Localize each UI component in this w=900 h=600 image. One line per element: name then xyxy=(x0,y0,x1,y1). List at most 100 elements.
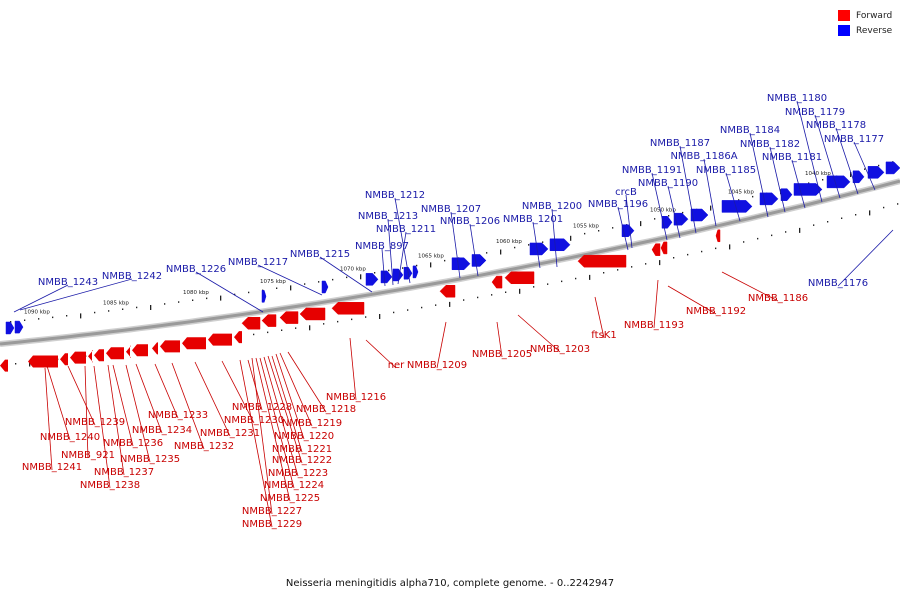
scale-tick-bottom xyxy=(841,217,843,219)
forward-gene xyxy=(439,284,456,298)
scale-tick-top xyxy=(444,259,446,262)
scale-tick-bottom xyxy=(827,221,829,223)
legend-reverse-swatch xyxy=(838,25,850,36)
forward-gene-label-leader xyxy=(239,359,273,528)
scale-tick-bottom xyxy=(771,234,773,237)
scale-tick-bottom xyxy=(351,318,353,321)
forward-gene-label: NMBB_1216 xyxy=(326,392,386,403)
forward-gene-label: NMBB_1231 xyxy=(200,428,260,439)
reverse-gene-label-leader xyxy=(679,145,697,234)
reverse-gene-label-leader xyxy=(835,127,859,195)
legend-forward: Forward xyxy=(838,8,892,23)
forward-gene xyxy=(0,359,8,372)
scale-tick-bottom xyxy=(547,283,549,285)
reverse-gene xyxy=(759,192,779,206)
scale-tick-bottom xyxy=(603,272,605,274)
scale-tick-bottom xyxy=(491,294,493,296)
reverse-gene-label-leader xyxy=(13,284,69,313)
scale-tick-top xyxy=(220,295,222,301)
forward-gene xyxy=(299,307,326,321)
scale-tick-top xyxy=(24,319,26,321)
scale-label: 1040 kbp xyxy=(805,171,831,177)
forward-gene-label: NMBB_1225 xyxy=(260,493,320,504)
scale-tick-top xyxy=(668,215,670,217)
forward-gene-label-leader xyxy=(496,321,503,358)
forward-gene-label: NMBB_1237 xyxy=(94,467,154,478)
scale-label: 1050 kbp xyxy=(650,207,676,213)
reverse-gene-label: NMBB_1200 xyxy=(522,201,582,212)
scale-tick-top xyxy=(598,230,600,232)
scale-tick-bottom xyxy=(309,325,311,331)
forward-gene-label-leader xyxy=(44,367,53,471)
scale-tick-bottom xyxy=(813,224,815,226)
reverse-gene-label-leader xyxy=(394,197,411,284)
reverse-gene-label-leader xyxy=(769,146,786,213)
scale-tick-bottom xyxy=(449,301,451,307)
scale-tick-top xyxy=(332,278,334,281)
reverse-gene-label-leader xyxy=(667,185,681,239)
reverse-gene-label-leader xyxy=(837,229,894,287)
scale-tick-top xyxy=(164,303,166,305)
scale-tick-top xyxy=(808,182,810,184)
forward-gene-label-leader xyxy=(84,365,89,459)
scale-tick-top xyxy=(416,264,418,267)
scale-tick-top xyxy=(374,272,376,274)
scale-tick-top xyxy=(318,281,320,283)
forward-gene-label-leader xyxy=(271,355,303,453)
scale-tick-bottom xyxy=(799,227,801,233)
forward-gene-label: NMBB_1236 xyxy=(103,438,163,449)
reverse-gene xyxy=(321,280,329,294)
forward-gene-label-leader xyxy=(46,365,71,441)
scale-tick-bottom xyxy=(869,210,871,216)
reverse-gene xyxy=(867,166,885,179)
forward-gene xyxy=(208,333,232,346)
scale-tick-bottom xyxy=(561,280,563,283)
scale-tick-top xyxy=(150,305,152,310)
forward-gene xyxy=(577,254,627,268)
reverse-gene-label: NMBB_1184 xyxy=(720,125,780,136)
scale-tick-bottom xyxy=(701,250,703,253)
reverse-gene-label-leader xyxy=(814,114,841,199)
forward-gene-label: NMBB_1192 xyxy=(686,306,746,317)
forward-gene-label: ftsK1 xyxy=(591,330,616,341)
scale-tick-bottom xyxy=(631,266,633,268)
reverse-gene-label: NMBB_1187 xyxy=(650,138,710,149)
forward-gene-label-leader xyxy=(259,357,295,489)
reverse-gene-label: crcB xyxy=(615,187,637,198)
reverse-gene xyxy=(451,257,471,271)
scale-tick-bottom xyxy=(505,291,507,293)
legend-forward-label: Forward xyxy=(856,10,893,21)
scale-tick-bottom xyxy=(589,274,591,280)
forward-gene-label-leader xyxy=(653,279,659,329)
scale-label: 1075 kbp xyxy=(260,279,286,285)
forward-gene-label: NMBB_1239 xyxy=(65,417,125,428)
scale-tick-top xyxy=(402,267,404,269)
forward-gene xyxy=(504,271,535,285)
forward-gene xyxy=(160,340,180,353)
reverse-gene xyxy=(621,224,635,237)
scale-tick-top xyxy=(304,283,306,285)
scale-tick-bottom xyxy=(645,263,647,265)
scale-tick-top xyxy=(500,249,502,255)
scale-tick-top xyxy=(248,291,250,294)
reverse-gene xyxy=(471,254,487,267)
scale-tick-top xyxy=(640,221,642,227)
forward-gene-label: NMBB_1221 xyxy=(272,444,332,455)
reverse-gene-label-leader xyxy=(796,100,823,203)
reverse-gene xyxy=(392,268,404,282)
forward-gene xyxy=(331,302,365,315)
scale-tick-top xyxy=(864,168,866,170)
reverse-gene-label-leader xyxy=(195,271,264,313)
scale-tick-bottom xyxy=(533,286,535,288)
reverse-gene-label: NMBB_1217 xyxy=(228,257,288,268)
scale-tick-bottom xyxy=(519,288,521,294)
scale-tick-bottom xyxy=(617,269,619,271)
scale-tick-bottom xyxy=(29,361,31,367)
scale-label: 1065 kbp xyxy=(418,253,444,259)
reverse-gene-label-leader xyxy=(625,194,633,249)
forward-gene-label-leader xyxy=(251,357,273,515)
reverse-gene-label-leader xyxy=(381,248,386,287)
scale-tick-top xyxy=(528,244,530,246)
scale-label: 1055 kbp xyxy=(573,224,599,230)
